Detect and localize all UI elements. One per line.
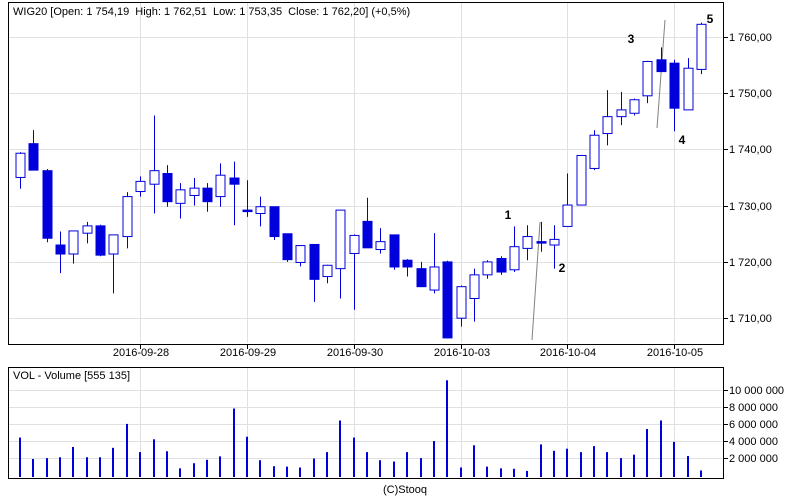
x-axis-tick-label: 2016-10-03: [433, 347, 491, 359]
wave-annotation-1: 1: [504, 208, 512, 222]
price-axis-label: 1 710,00: [729, 313, 772, 325]
price-axis-label: 1 760,00: [729, 32, 772, 44]
volume-axis-label: 6 000 000: [729, 419, 778, 431]
x-axis-tick-label: 2016-10-04: [539, 347, 597, 359]
volume-axis-label: 8 000 000: [729, 402, 778, 414]
x-axis-tick-label: 2016-09-28: [112, 347, 170, 359]
wave-annotation-4: 4: [678, 133, 686, 147]
x-axis-tick-label: 2016-09-29: [219, 347, 277, 359]
price-axis-label: 1 740,00: [729, 144, 772, 156]
x-axis-tick-label: 2016-09-30: [326, 347, 384, 359]
x-axis-tick-label: 2016-10-05: [646, 347, 704, 359]
volume-title: VOL - Volume [555 135]: [13, 370, 130, 382]
wave-annotation-3: 3: [627, 32, 635, 46]
price-panel: [8, 2, 724, 345]
wave-annotation-5: 5: [706, 12, 714, 26]
volume-axis-label: 2 000 000: [729, 453, 778, 465]
volume-axis-label: 4 000 000: [729, 436, 778, 448]
volume-panel: [8, 367, 724, 479]
price-axis-label: 1 720,00: [729, 257, 772, 269]
price-axis-label: 1 750,00: [729, 88, 772, 100]
price-axis-label: 1 730,00: [729, 201, 772, 213]
volume-axis-label: 10 000 000: [729, 385, 785, 397]
chart-title: WIG20 [Open: 1 754,19 High: 1 762,51 Low…: [13, 6, 411, 18]
wave-annotation-2: 2: [558, 261, 566, 275]
copyright: (C)Stooq: [382, 484, 428, 496]
